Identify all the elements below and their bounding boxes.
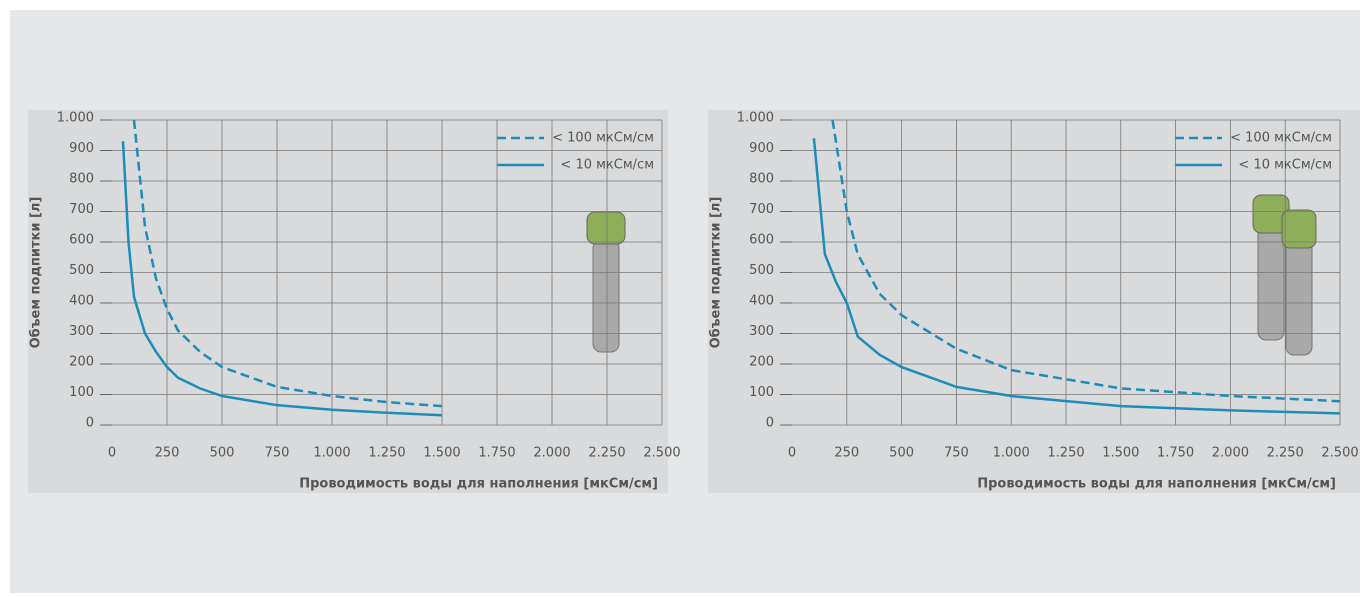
y-tick-label: 200 — [749, 355, 774, 370]
y-tick-label: 300 — [69, 324, 94, 339]
x-tick-label: 2.500 — [1321, 446, 1358, 461]
x-tick-label: 2.250 — [1267, 446, 1304, 461]
y-tick-label: 400 — [749, 294, 774, 309]
x-tick-label: 750 — [944, 446, 969, 461]
y-tick-label: 500 — [69, 263, 94, 278]
legend-label: < 100 мкСм/см — [552, 131, 654, 146]
x-axis-label: Проводимость воды для наполнения [мкСм/с… — [977, 477, 1336, 492]
x-tick-label: 250 — [834, 446, 859, 461]
x-tick-label: 1.000 — [313, 446, 350, 461]
x-tick-label: 500 — [210, 446, 235, 461]
y-tick-label: 1.000 — [57, 111, 94, 126]
y-tick-label: 800 — [69, 172, 94, 187]
x-tick-label: 1.500 — [1102, 446, 1139, 461]
y-tick-label: 900 — [749, 141, 774, 156]
y-tick-label: 700 — [749, 202, 774, 217]
y-tick-label: 0 — [86, 416, 94, 431]
legend-label: < 10 мкСм/см — [560, 158, 654, 173]
filter-icon-2 — [1252, 194, 1317, 356]
y-tick-label: 300 — [749, 324, 774, 339]
x-axis-label: Проводимость воды для наполнения [мкСм/с… — [299, 477, 658, 492]
y-tick-label: 1.000 — [737, 111, 774, 126]
x-tick-label: 1.250 — [368, 446, 405, 461]
y-axis-label: Объем подпитки [л] — [29, 197, 44, 349]
y-tick-label: 400 — [69, 294, 94, 309]
x-tick-label: 250 — [155, 446, 180, 461]
legend-label: < 10 мкСм/см — [1238, 158, 1332, 173]
x-tick-label: 2.250 — [588, 446, 625, 461]
x-tick-label: 1.000 — [993, 446, 1030, 461]
x-tick-label: 0 — [108, 446, 116, 461]
y-tick-label: 100 — [69, 385, 94, 400]
y-tick-label: 800 — [749, 172, 774, 187]
legend-label: < 100 мкСм/см — [1230, 131, 1332, 146]
y-tick-label: 600 — [749, 233, 774, 248]
y-tick-label: 100 — [749, 385, 774, 400]
x-tick-label: 500 — [889, 446, 914, 461]
x-tick-label: 0 — [788, 446, 796, 461]
y-tick-label: 200 — [69, 355, 94, 370]
filter-icon-1 — [586, 211, 626, 353]
x-tick-label: 2.000 — [1212, 446, 1249, 461]
y-tick-label: 600 — [69, 233, 94, 248]
y-axis-label: Объем подпитки [л] — [709, 197, 724, 349]
series-line — [121, 141, 443, 417]
x-tick-label: 1.250 — [1047, 446, 1084, 461]
x-tick-label: 1.750 — [478, 446, 515, 461]
y-tick-label: 0 — [766, 416, 774, 431]
series-line — [812, 138, 1341, 415]
series-line — [132, 119, 443, 408]
x-tick-label: 750 — [265, 446, 290, 461]
y-tick-label: 900 — [69, 141, 94, 156]
y-tick-label: 700 — [69, 202, 94, 217]
x-tick-label: 2.500 — [643, 446, 680, 461]
x-tick-label: 1.750 — [1157, 446, 1194, 461]
x-tick-label: 2.000 — [533, 446, 570, 461]
x-tick-label: 1.500 — [423, 446, 460, 461]
series-line — [831, 119, 1341, 403]
y-tick-label: 500 — [749, 263, 774, 278]
